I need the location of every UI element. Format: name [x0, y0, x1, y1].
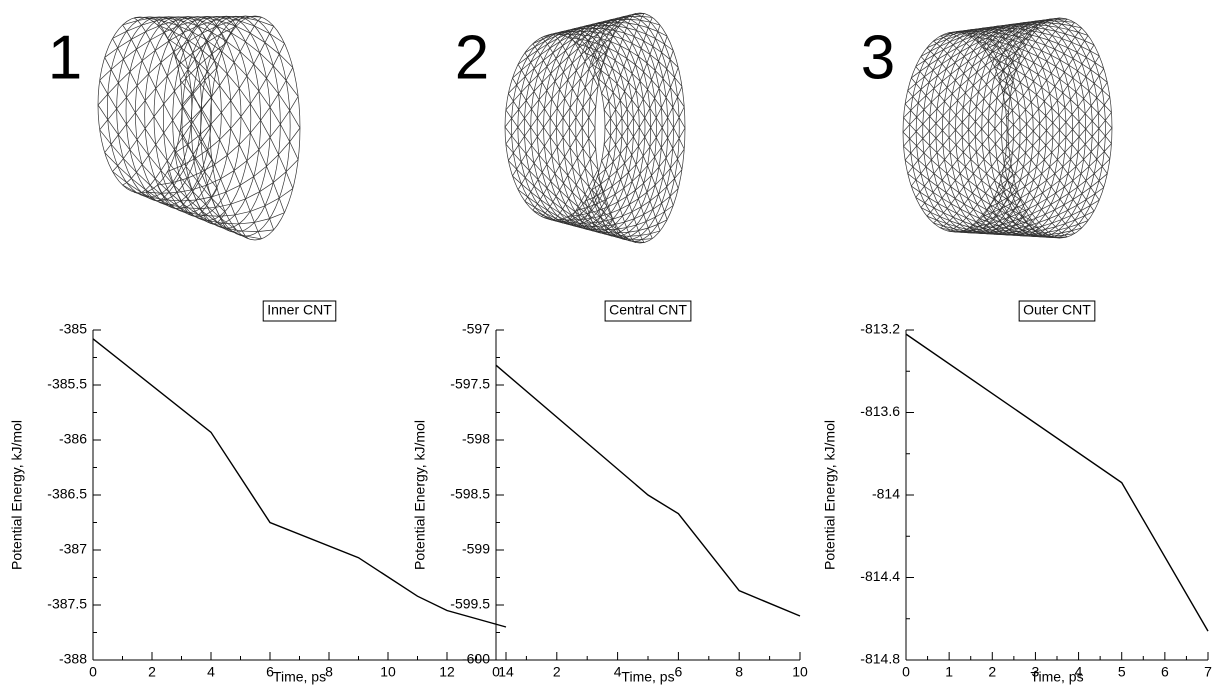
nanotube-mesh: [505, 13, 685, 243]
y-tick-label: -385: [59, 321, 87, 337]
mesh-ring: [550, 24, 645, 232]
x-tick-label: 2: [553, 664, 561, 680]
x-tick-label: 6: [1161, 664, 1169, 680]
mesh-line: [602, 93, 667, 219]
y-tick-label: -386.5: [47, 486, 87, 502]
x-tick-label: 2: [148, 664, 156, 680]
mesh-line: [541, 38, 595, 128]
chart: 2 Central CNT -600 -599.5 -599 -598.5 -598 -597…: [412, 23, 808, 684]
mesh-line: [508, 93, 613, 219]
nanotube-mesh: [903, 18, 1112, 238]
y-tick-label: -597: [462, 321, 490, 337]
mesh-ring: [929, 29, 1033, 234]
mesh-line: [505, 127, 628, 239]
x-tick-label: 10: [380, 664, 396, 680]
mesh-ring: [531, 28, 628, 227]
x-tick-label: 0: [902, 664, 910, 680]
data-line: [93, 339, 506, 627]
mesh-line: [123, 17, 299, 97]
y-tick-label: -600: [462, 651, 490, 667]
mesh-ring: [969, 23, 1073, 236]
data-line: [496, 365, 800, 616]
y-tick-label: -598: [462, 431, 490, 447]
panel-number: 1: [48, 23, 82, 92]
y-tick-label: -597.5: [450, 376, 490, 392]
mesh-ring: [182, 16, 271, 228]
x-axis-label: Time, ps: [1030, 669, 1083, 685]
chart-title: Central CNT: [609, 302, 687, 318]
y-axis-label: Potential Energy, kJ/mol: [822, 420, 838, 570]
figure: 1 Inner CNT -388 -387.5 -387 -386.5 -386 -385.5…: [0, 0, 1215, 689]
nanotube-mesh: [98, 16, 300, 240]
y-tick-label: -388: [59, 651, 87, 667]
panel-number: 2: [455, 23, 489, 92]
mesh-ring: [956, 25, 1060, 235]
panel-number: 3: [861, 23, 895, 92]
x-tick-label: 0: [492, 664, 500, 680]
x-tick-label: 1: [945, 664, 953, 680]
y-tick-label: -598.5: [450, 486, 490, 502]
y-tick-label: -813.6: [860, 403, 900, 419]
mesh-ring: [126, 17, 212, 205]
y-tick-label: -814.4: [860, 568, 900, 584]
y-tick-label: -814: [872, 486, 900, 502]
mesh-line: [962, 187, 1016, 232]
mesh-ring: [942, 27, 1046, 235]
x-tick-label: 4: [207, 664, 215, 680]
data-line: [906, 334, 1208, 631]
y-tick-label: -599.5: [450, 596, 490, 612]
mesh-ring: [98, 17, 182, 193]
chart-title: Outer CNT: [1023, 302, 1091, 318]
x-tick-label: 12: [439, 664, 455, 680]
x-tick-label: 8: [325, 664, 333, 680]
x-tick-label: 5: [1118, 664, 1126, 680]
y-tick-label: -387.5: [47, 596, 87, 612]
y-tick-label: -385.5: [47, 376, 87, 392]
x-tick-label: 8: [735, 664, 743, 680]
mesh-ring: [163, 16, 251, 220]
y-tick-label: -386: [59, 431, 87, 447]
chart: 3 Outer CNT -814.8 -814.4 -814 -813.6 -813.2 0 1…: [822, 23, 1212, 684]
y-axis-label: Potential Energy, kJ/mol: [9, 420, 25, 570]
mesh-ring: [563, 21, 657, 235]
mesh-line: [602, 36, 667, 160]
mesh-line: [134, 128, 300, 201]
mesh-line: [541, 128, 595, 216]
mesh-line: [525, 53, 598, 170]
x-axis-label: Time, ps: [621, 669, 674, 685]
y-tick-label: -387: [59, 541, 87, 557]
x-tick-label: 2: [988, 664, 996, 680]
y-tick-label: -813.2: [860, 321, 900, 337]
y-axis-label: Potential Energy, kJ/mol: [412, 420, 428, 570]
x-tick-label: 7: [1204, 664, 1212, 680]
mesh-line: [604, 13, 644, 109]
y-tick-label: -599: [462, 541, 490, 557]
x-tick-label: 6: [675, 664, 683, 680]
mesh-ring: [107, 17, 191, 197]
x-tick-label: 14: [498, 664, 514, 680]
chart-title: Inner CNT: [267, 302, 332, 318]
x-tick-label: 10: [792, 664, 808, 680]
mesh-ring: [537, 27, 633, 229]
chart: 1 Inner CNT -388 -387.5 -387 -386.5 -386 -385.5…: [9, 23, 514, 684]
x-tick-label: 0: [89, 664, 97, 680]
x-axis-label: Time, ps: [273, 669, 326, 685]
y-tick-label: -814.8: [860, 651, 900, 667]
mesh-line: [508, 161, 644, 243]
